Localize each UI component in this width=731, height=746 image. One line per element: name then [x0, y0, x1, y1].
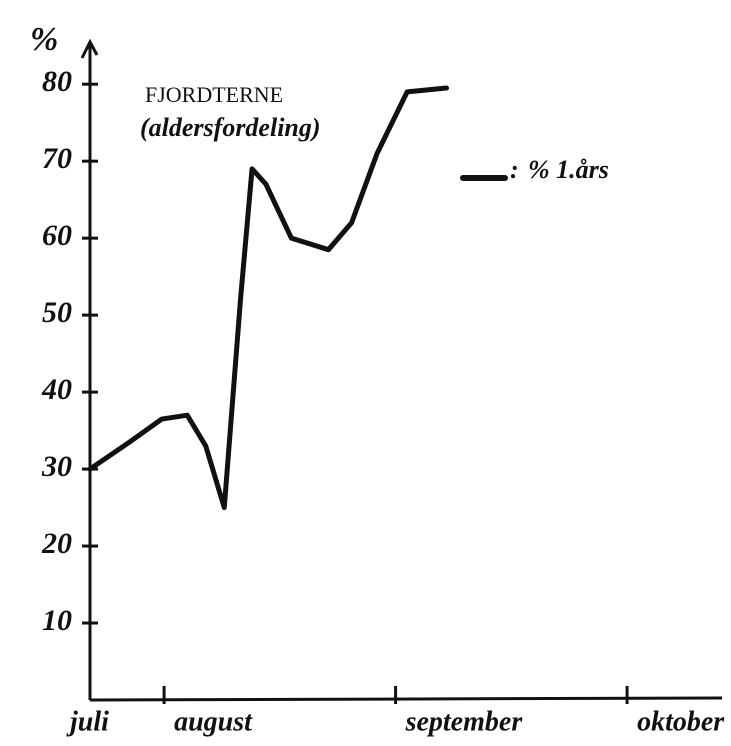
legend-colon: : [510, 155, 519, 184]
y-tick-label: 30 [41, 450, 72, 483]
y-tick-label: 20 [41, 527, 72, 560]
chart-subtitle: (aldersfordeling) [140, 113, 321, 142]
x-tick-label: oktober [637, 706, 725, 737]
chart-title: FJORDTERNE [145, 82, 283, 107]
x-tick-label: juli [66, 706, 109, 737]
y-tick-label: 70 [42, 142, 72, 175]
legend-label: % 1.års [528, 155, 609, 184]
x-tick-label: september [405, 706, 524, 737]
y-axis [80, 38, 99, 700]
y-tick-label: 40 [41, 373, 72, 406]
y-tick-label: 60 [42, 219, 72, 252]
y-tick-label: 50 [42, 296, 72, 329]
y-tick-label: 10 [42, 604, 72, 637]
y-tick-label: 80 [42, 65, 72, 98]
x-tick-label: august [174, 706, 253, 737]
x-axis [89, 696, 723, 702]
data-line [87, 85, 450, 511]
y-axis-label: % [30, 21, 58, 58]
